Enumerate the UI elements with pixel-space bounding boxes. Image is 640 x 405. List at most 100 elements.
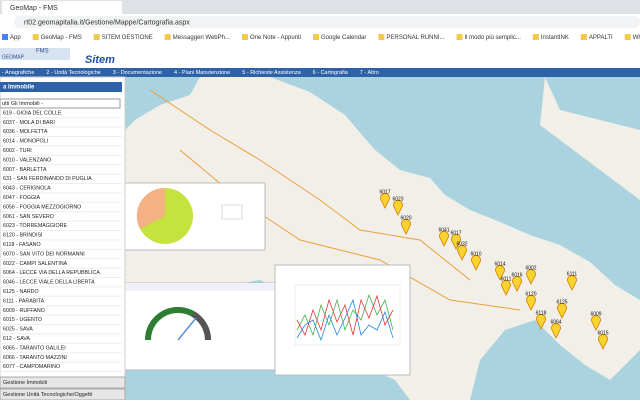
list-item[interactable]: 6056 - FOGGIA MEZZOGIORNO [3,204,81,210]
marker-label: 6011 [501,276,512,282]
marker-label: 6111 [567,271,578,277]
gauge-arc-end [191,311,212,341]
bookmark[interactable]: App [10,35,21,41]
select[interactable] [0,98,121,109]
list-item[interactable]: 6022 - CAMPI SALENTINA [3,261,68,267]
list-item[interactable]: 612 - SAVA [3,336,30,342]
list-item[interactable]: 6043 - CERIGNOLA [3,186,51,192]
list-item[interactable]: 6023 - TORREMAGGIORE [3,223,67,229]
list-item[interactable]: 6046 - LECCE VIALE DELLA LIBERTA [3,280,95,286]
marker-pin[interactable] [380,193,390,209]
list-item[interactable]: 6010 - VALENZANO [3,157,51,163]
marker-pin[interactable] [557,303,567,319]
marker-label: 6009 [590,311,601,317]
bookmark[interactable]: GeoMap - FMS [41,35,82,41]
marker-pin[interactable] [512,276,522,292]
menu-item[interactable]: 4 - Piani Manutenzione [174,70,230,76]
line-panel [274,264,411,376]
tab-title: GeoMap - FMS [10,5,58,12]
bookmark[interactable]: Il modo più semplic... [465,35,522,41]
bookmark-icon [32,34,39,40]
list-item[interactable]: 6070 - SAN VITO DEI NORMANNI [3,251,85,257]
list-item[interactable]: 6047 - FOGGIA [3,195,41,201]
bookmark[interactable]: SITEM GESTIONE [102,35,153,41]
list-item[interactable]: 6064 - LECCE VIA DELLA REPUBBLICA [3,270,100,276]
bookmark[interactable]: One Note - Appunti [250,35,301,41]
select-text: utti Gli Immobili - [2,101,43,107]
list-item[interactable]: 6066 - TARANTO MAZZINI [3,355,67,361]
list-item[interactable]: 6120 - BRINDISI [3,233,42,239]
button[interactable] [0,376,126,389]
sidebar [0,76,126,401]
list-item[interactable]: 6007 - BARLETTA [3,167,47,173]
marker-label: 6125 [556,299,567,305]
list-item[interactable]: 631 - SAN FERDINANDO DI PUGLIA [3,176,92,182]
marker-pin[interactable] [457,245,467,261]
marker-pin[interactable] [451,234,461,250]
list-item[interactable]: 6037 - MOLA DI BARI [3,120,55,126]
list-item[interactable]: 619 - GIOIA DEL COLLE [3,110,62,116]
marker-pin[interactable] [536,314,546,330]
list-item[interactable]: 6118 - FASANO [3,242,41,248]
marker-label: 6023 [392,196,403,202]
plot-area [294,284,401,346]
list-item[interactable]: 6015 - UGENTO [3,317,42,323]
list-item[interactable]: 6036 - MOLFETTA [3,129,48,135]
adriatic-sea [270,77,640,300]
bookmarks-bar [0,30,640,44]
bookmark[interactable]: Messaggeri WebPh... [173,35,231,41]
bookmark[interactable]: InstantINK [541,35,569,41]
url-field[interactable] [14,16,640,28]
marker-label: 6010 [470,251,481,257]
list-item[interactable]: 6009 - RUFFANO [3,308,45,314]
marker-pin[interactable] [439,231,449,247]
bookmark-icon [456,34,463,40]
marker-pin[interactable] [551,323,561,339]
marker-pin[interactable] [401,219,411,235]
list-item[interactable]: 6125 - NARDO [3,289,39,295]
marker-label: 6016 [511,272,522,278]
list-item[interactable]: 6061 - SAN SEVERO [3,214,54,220]
menu-item[interactable]: 7 - Altro [360,70,379,76]
marker-pin[interactable] [501,280,511,296]
marker-pin[interactable] [526,295,536,311]
tab-bar [0,0,640,14]
logo-band [0,48,70,60]
menu-item[interactable]: 6 - Cartografia [313,70,349,76]
bookmark[interactable]: APPALTI [589,35,613,41]
list-item[interactable]: 6002 - TURI [3,148,32,154]
ionian-sea [470,320,640,400]
marker-pin[interactable] [471,255,481,271]
menu-item[interactable]: 2 - Unità Tecnologiche [46,70,100,76]
logo-sitem: Sitem [85,54,115,66]
menu-item[interactable]: 3 - Documentazione [113,70,162,76]
list-item[interactable]: 6065 - TARANTO GALILEI [3,345,66,351]
marker-pin[interactable] [567,275,577,291]
app-header [0,44,640,68]
list-item[interactable]: 6014 - MONOPOLI [3,139,48,145]
menu-item[interactable]: - Anagrafiche [2,70,34,76]
marker-pin[interactable] [591,315,601,331]
bookmark-icon [532,34,539,40]
marker-pin[interactable] [598,334,608,350]
bookmark[interactable]: PERSONAL RUNNI... [386,35,444,41]
bookmark-icon [2,34,8,40]
menu-item[interactable]: 5 - Richieste Assistenza [242,70,301,76]
marker-label: 6118 [536,310,547,316]
bookmark[interactable]: Google Calendar [321,35,366,41]
bookmark[interactable]: WhatsApp [633,35,640,41]
legend [221,204,243,220]
list-item[interactable]: 6077 - CAMPOMARINO [3,364,60,370]
line [296,293,394,337]
bookmark-icon [580,34,587,40]
bookmark-icon [313,34,320,40]
menu-bar [0,68,640,77]
button-label: Gestione Immobili [3,380,47,386]
marker-pin[interactable] [526,269,536,285]
tab[interactable] [2,1,122,14]
marker-pin[interactable] [495,265,505,281]
gauge-needle [177,317,197,341]
list-item[interactable]: 6111 - PARABITA [3,298,45,304]
marker-pin[interactable] [393,200,403,216]
list-item[interactable]: 6025 - SAVA [3,327,33,333]
